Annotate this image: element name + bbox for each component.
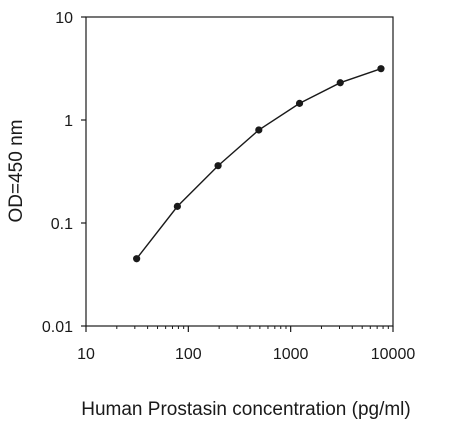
y-tick-label: 10 [55, 10, 73, 27]
y-axis-title: OD=450 nm [6, 120, 27, 223]
data-point [377, 65, 385, 73]
y-tick-label: 0.01 [42, 319, 73, 336]
series-line [136, 68, 382, 260]
y-tick-label: 0.1 [51, 216, 73, 233]
plot-frame [85, 16, 394, 327]
y-tick-label: 1 [64, 113, 73, 130]
x-tick-label: 10 [77, 346, 95, 363]
x-tick-label: 100 [175, 346, 202, 363]
x-tick-label: 10000 [371, 346, 416, 363]
y-axis-ticks: 0.01 0.1 1 10 [42, 10, 86, 336]
data-points [133, 65, 385, 263]
data-point [133, 255, 141, 263]
x-tick-label: 1000 [273, 346, 309, 363]
data-point [336, 79, 344, 87]
x-axis-title: Human Prostasin concentration (pg/ml) [81, 399, 410, 420]
data-point [255, 126, 263, 134]
data-point [214, 162, 222, 170]
data-point [173, 202, 181, 210]
x-axis-ticks: 10 100 1000 10000 [77, 326, 415, 363]
data-point [295, 99, 304, 107]
